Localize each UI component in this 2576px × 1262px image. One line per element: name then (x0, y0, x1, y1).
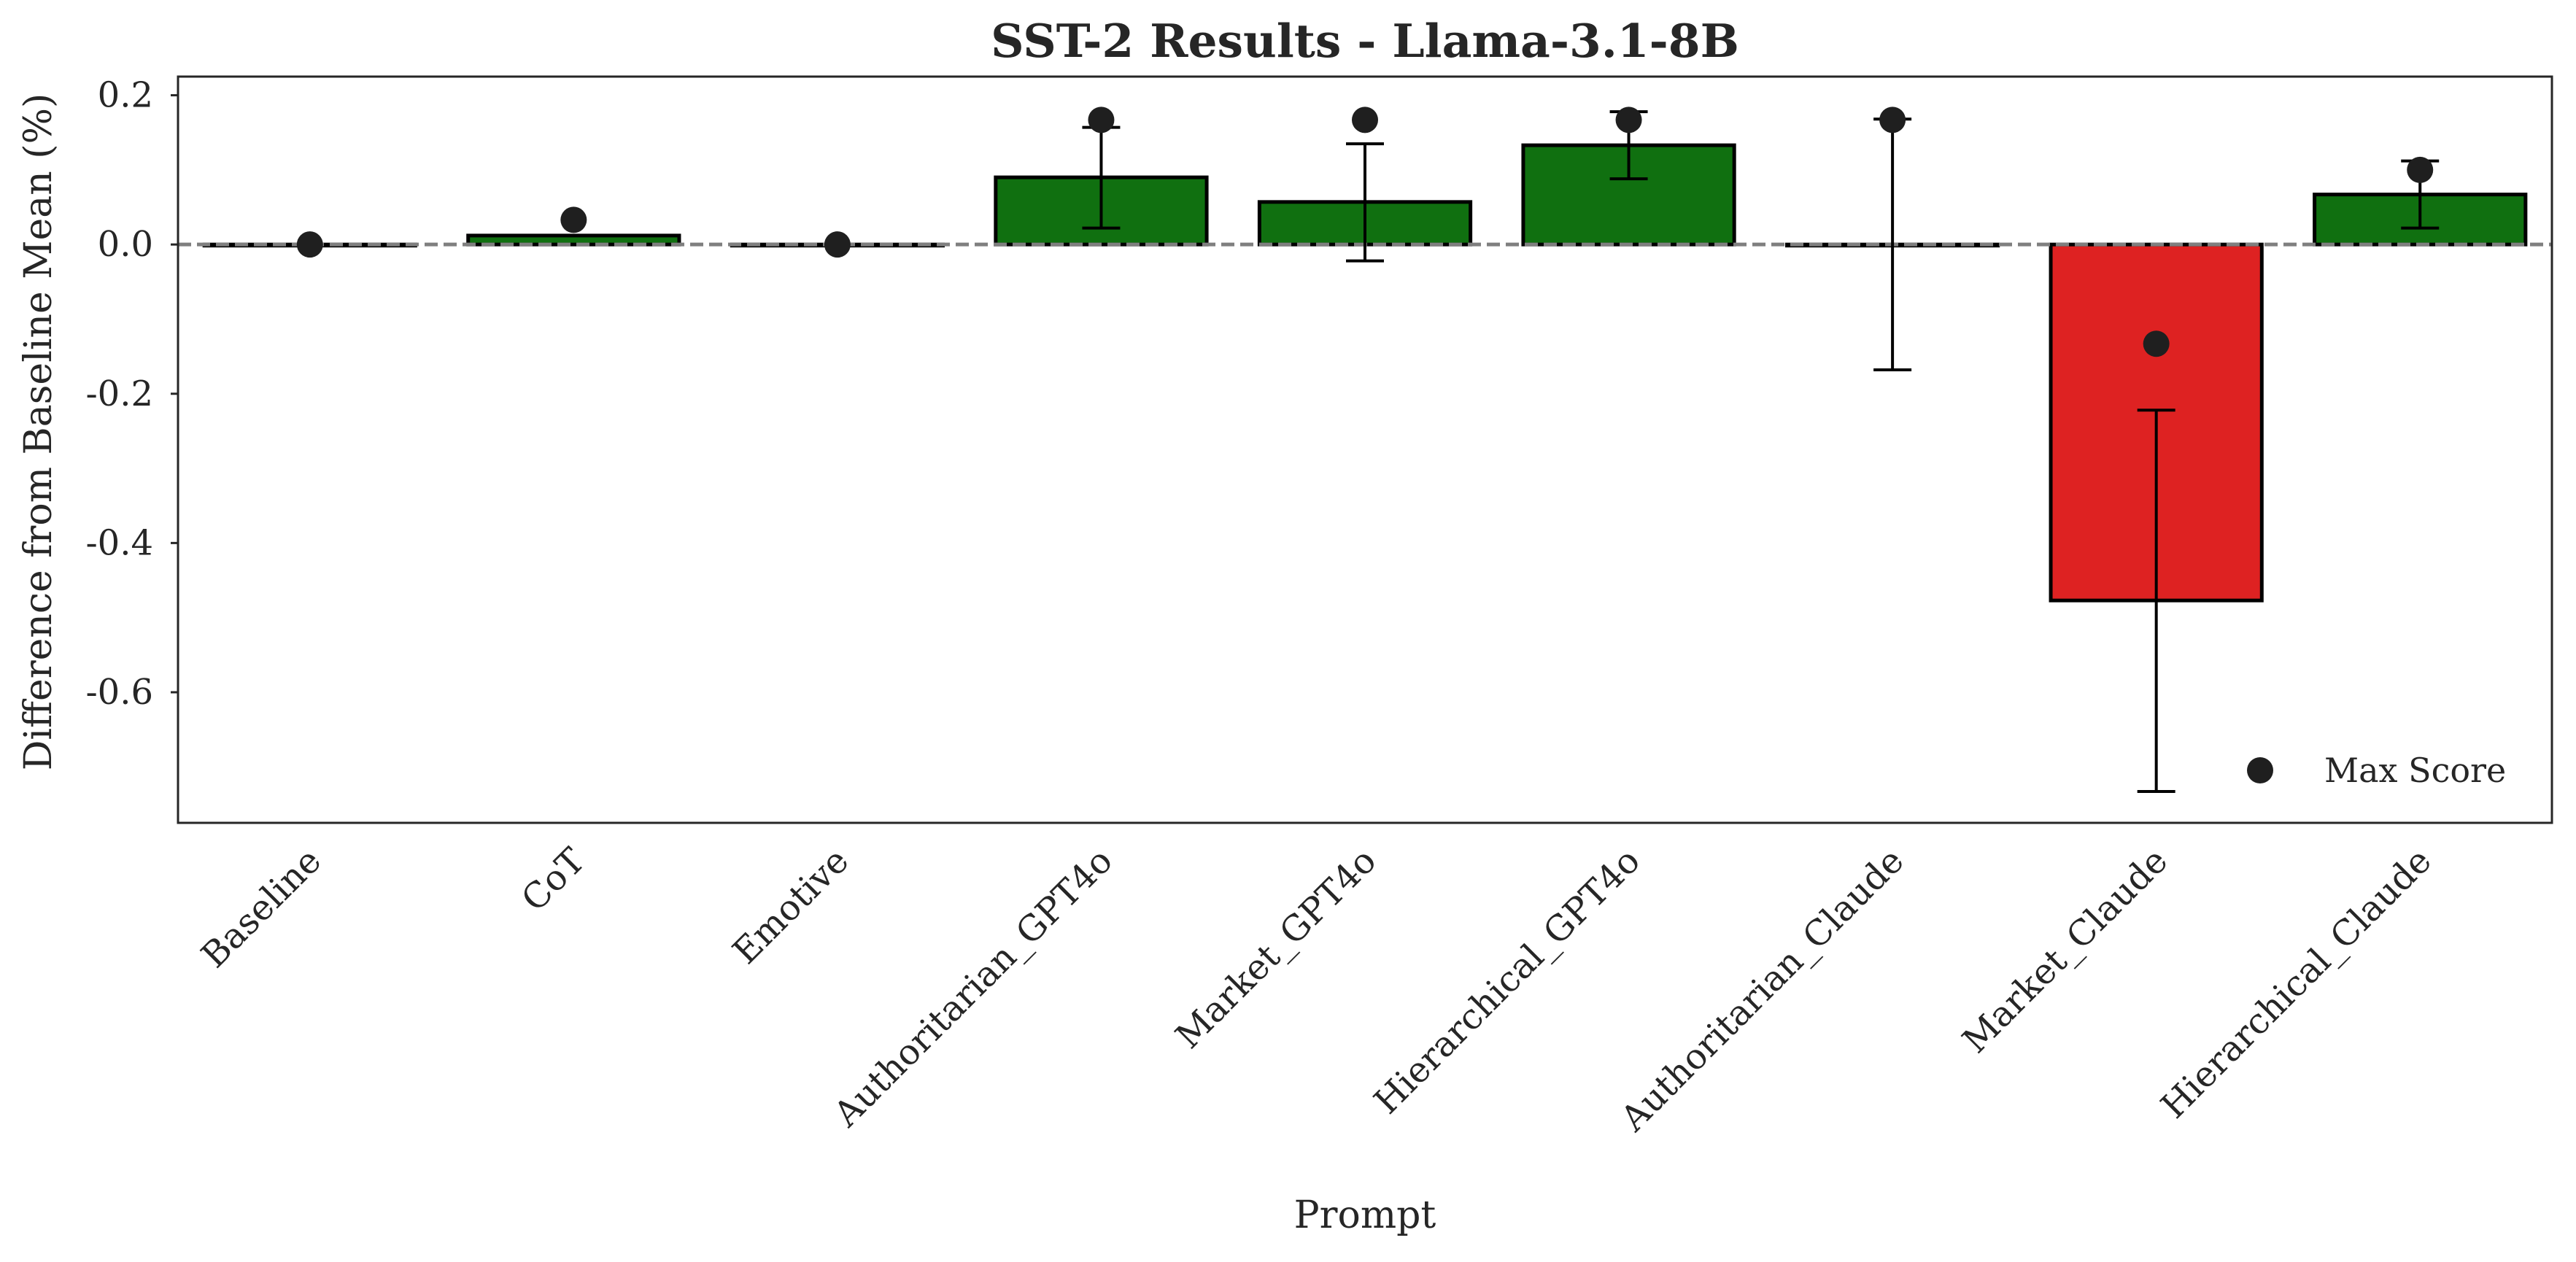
x-tick-label-0: Baseline (193, 840, 329, 976)
x-tick-label-2: Emotive (725, 840, 857, 972)
max-score-point-0 (296, 231, 323, 258)
max-score-point-5 (1615, 107, 1642, 133)
legend: Max Score (2247, 751, 2506, 790)
y-tick-label-4: -0.6 (85, 672, 153, 713)
max-score-point-4 (1352, 107, 1378, 133)
max-score-point-7 (2143, 330, 2170, 357)
y-tick-label-1: 0.0 (98, 224, 153, 265)
chart-title: SST-2 Results - Llama-3.1-8B (991, 14, 1739, 68)
legend-marker (2247, 757, 2273, 783)
x-tick-label-6: Authoritarian_Claude (1612, 840, 1911, 1139)
bar-1 (466, 233, 681, 247)
x-tick-label-8: Hierarchical_Claude (2153, 840, 2439, 1126)
max-score-point-1 (560, 206, 587, 233)
y-tick-label-0: 0.2 (98, 75, 153, 116)
max-score-point-8 (2407, 156, 2434, 183)
x-tick-label-1: CoT (514, 840, 593, 920)
max-score-point-6 (1879, 107, 1906, 133)
legend-label: Max Score (2324, 751, 2506, 790)
y-tick-label-3: -0.4 (85, 522, 153, 563)
y-tick-label-2: -0.2 (85, 373, 153, 414)
x-tick-label-7: Market_Claude (1954, 840, 2175, 1061)
x-tick-label-3: Authoritarian_GPT4o (826, 840, 1121, 1135)
x-axis-label: Prompt (1294, 1193, 1436, 1237)
max-score-point-3 (1088, 107, 1115, 133)
x-tick-label-4: Market_GPT4o (1168, 840, 1385, 1057)
y-axis-label: Difference from Baseline Mean (%) (17, 93, 61, 771)
plot-frame (177, 75, 2553, 824)
x-tick-label-5: Hierarchical_GPT4o (1366, 840, 1648, 1122)
max-score-point-2 (824, 231, 851, 258)
